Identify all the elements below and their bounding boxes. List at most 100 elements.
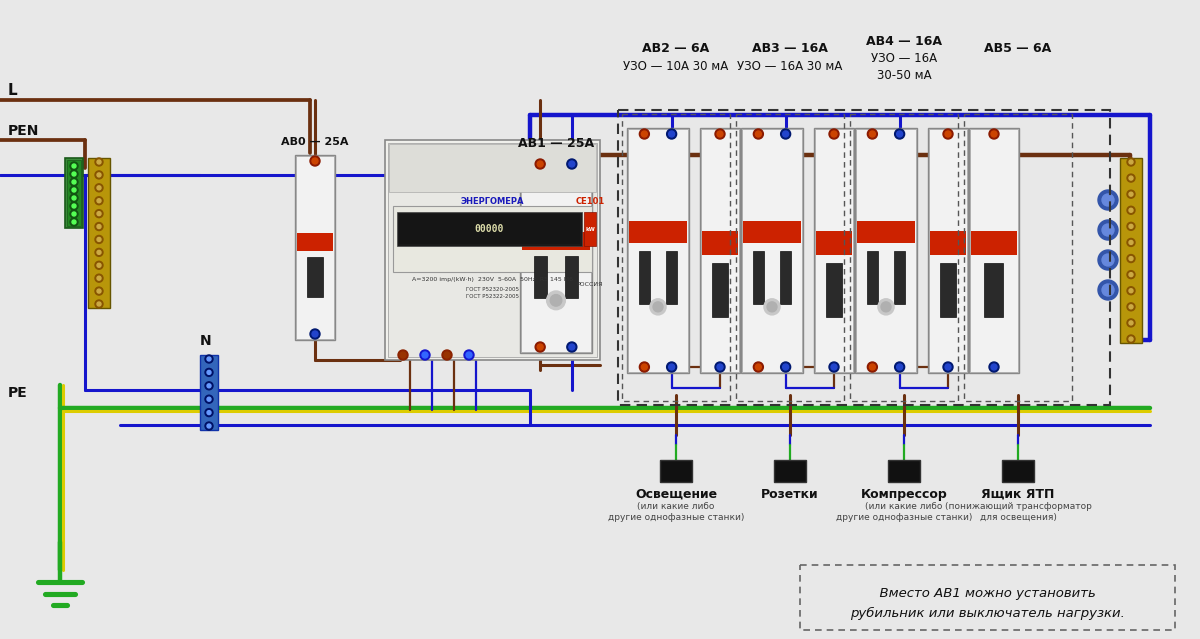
Circle shape [640,362,649,372]
Circle shape [444,352,450,358]
Text: АВ0 — 25А: АВ0 — 25А [281,137,349,147]
Circle shape [95,197,103,204]
Bar [307,257,323,297]
Circle shape [72,172,76,176]
Circle shape [208,384,211,388]
Bar [520,158,592,353]
Circle shape [715,129,725,139]
Text: PE: PE [8,386,28,400]
Circle shape [466,352,472,358]
Circle shape [70,194,78,202]
Circle shape [97,212,101,215]
Circle shape [943,362,953,372]
Circle shape [754,362,763,372]
Circle shape [95,171,103,179]
Circle shape [782,364,788,370]
Circle shape [830,131,836,137]
Circle shape [208,411,211,415]
Circle shape [95,287,103,295]
Circle shape [869,364,875,370]
Circle shape [72,220,76,224]
Bar [850,114,958,401]
Bar [854,128,917,373]
Circle shape [95,210,103,218]
Text: СЕ101: СЕ101 [575,197,605,206]
Circle shape [208,371,211,374]
Bar [780,250,791,304]
Bar [740,128,803,373]
Bar [701,129,739,372]
Circle shape [1129,176,1133,180]
Circle shape [97,263,101,267]
Text: 30-50 мА: 30-50 мА [877,69,931,82]
Circle shape [95,184,103,192]
Circle shape [829,129,839,139]
Circle shape [1127,206,1135,214]
Circle shape [97,289,101,293]
Circle shape [551,295,562,306]
Circle shape [420,350,430,360]
Bar [968,128,1019,373]
Circle shape [208,357,211,361]
Circle shape [70,218,78,226]
Circle shape [97,302,101,306]
Bar [1002,460,1034,482]
Bar [629,221,686,243]
Circle shape [97,238,101,242]
Circle shape [989,362,998,372]
Circle shape [535,159,545,169]
Circle shape [767,302,776,312]
Circle shape [1098,190,1118,210]
Circle shape [1127,158,1135,166]
Circle shape [1127,238,1135,247]
Circle shape [755,131,761,137]
Bar [856,129,916,372]
Circle shape [97,224,101,229]
Circle shape [1098,280,1118,300]
Circle shape [547,291,565,310]
Circle shape [97,276,101,280]
Circle shape [205,355,214,363]
Text: УЗО — 16А 30 мА: УЗО — 16А 30 мА [737,60,842,73]
Circle shape [1129,321,1133,325]
Circle shape [205,408,214,417]
Circle shape [991,364,997,370]
Circle shape [755,364,761,370]
Bar [928,128,968,373]
Text: PEN: PEN [8,124,40,138]
Circle shape [944,364,950,370]
Circle shape [1129,256,1133,261]
Circle shape [70,202,78,210]
Text: АВ1 — 25А: АВ1 — 25А [518,137,594,150]
Circle shape [868,129,877,139]
Circle shape [422,352,428,358]
Circle shape [70,170,78,178]
Circle shape [943,129,953,139]
Bar [894,250,905,304]
Circle shape [1127,174,1135,182]
Circle shape [569,161,575,167]
Circle shape [1129,337,1133,341]
Bar [970,129,1018,372]
Circle shape [1127,303,1135,311]
Bar [660,460,692,482]
Circle shape [95,158,103,166]
Circle shape [72,212,76,216]
Circle shape [1098,220,1118,240]
Circle shape [205,422,214,430]
Circle shape [72,188,76,192]
Circle shape [667,129,677,139]
Bar [67,160,82,226]
Bar [736,114,844,401]
Circle shape [668,131,674,137]
Circle shape [716,364,722,370]
Circle shape [95,261,103,269]
Bar [800,565,1175,630]
Circle shape [640,129,649,139]
Bar [941,263,955,317]
Text: АВ3 — 16А: АВ3 — 16А [752,42,828,55]
Circle shape [400,352,406,358]
Text: ЭНЕРГОМЕРА: ЭНЕРГОМЕРА [461,197,524,206]
Bar [700,128,740,373]
Circle shape [569,344,575,350]
